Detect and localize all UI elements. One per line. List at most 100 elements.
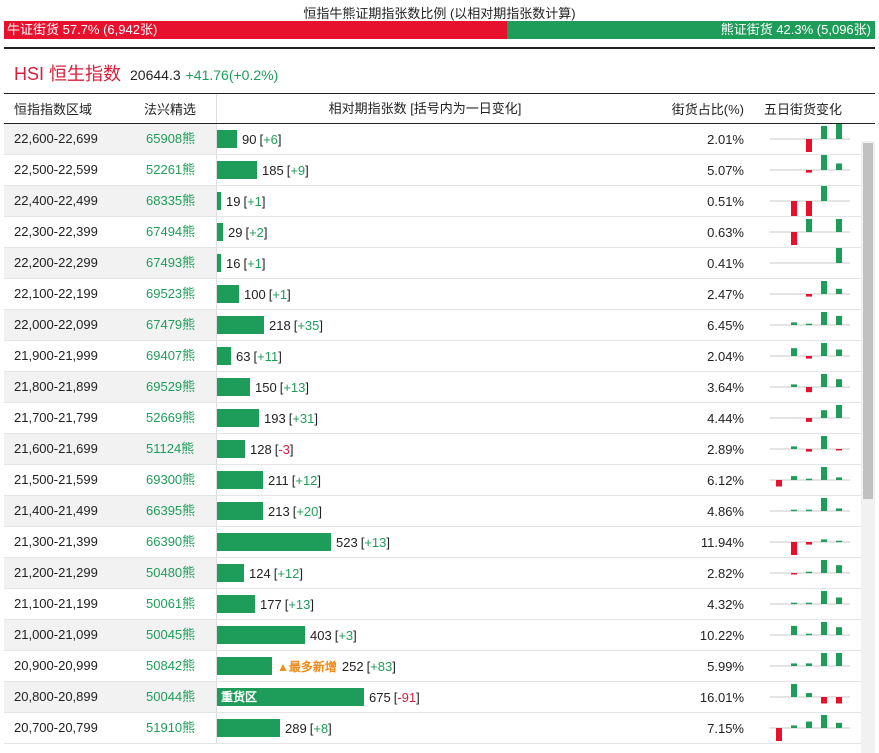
header-bar: 相对期指张数 [括号内为一日变化]: [216, 94, 633, 123]
row-count: 213: [268, 503, 290, 519]
row-warrant-code[interactable]: 67479熊: [134, 310, 216, 340]
table-row: 21,800-21,899 69529熊 150 [+13] 3.64%: [4, 372, 875, 403]
table-row: 21,600-21,699 51124熊 128 [-3] 2.89%: [4, 434, 875, 465]
trend-sparkline: [770, 312, 850, 326]
row-five-day-trend: [750, 682, 860, 712]
row-bar-cell: 193 [+31]: [216, 403, 633, 433]
bear-segment: 熊证街货 42.3% (5,096张): [506, 21, 875, 39]
row-warrant-code[interactable]: 50480熊: [134, 558, 216, 588]
row-five-day-trend: [750, 310, 860, 340]
row-count: 19: [226, 193, 241, 209]
row-share-pct: 6.12%: [707, 472, 744, 488]
index-name[interactable]: HSI 恒生指数: [14, 64, 122, 84]
table-row: 22,500-22,599 52261熊 185 [+9] 5.07%: [4, 155, 875, 186]
row-range: 21,600-21,699: [4, 434, 134, 464]
page-title: 恒指牛熊证期指张数比例 (以相对期指张数计算): [303, 6, 576, 21]
row-count: 150: [255, 379, 277, 395]
row-warrant-code[interactable]: 68335熊: [134, 186, 216, 216]
row-daily-change: [-3]: [274, 441, 294, 457]
row-count-bar: [217, 626, 305, 644]
row-five-day-trend: [750, 713, 860, 743]
row-count-bar: [217, 254, 221, 272]
trend-bar: [836, 315, 842, 325]
row-warrant-code[interactable]: 50842熊: [146, 658, 196, 673]
row-daily-change: [+3]: [334, 627, 357, 643]
trend-bar: [806, 387, 812, 393]
row-warrant-code[interactable]: 69300熊: [146, 472, 196, 487]
row-warrant-code[interactable]: 69407熊: [146, 348, 196, 363]
row-warrant-code[interactable]: 51910熊: [146, 720, 196, 735]
row-daily-change-value: +1: [272, 286, 288, 302]
scroll-thumb[interactable]: [863, 143, 873, 499]
row-share-pct: 0.63%: [707, 224, 744, 240]
trend-sparkline: [770, 436, 850, 452]
row-share-pct: 10.22%: [699, 627, 744, 643]
row-daily-change: [+83]: [366, 658, 396, 674]
trend-bar: [806, 356, 812, 359]
row-share-pct: 3.64%: [707, 379, 744, 395]
row-bar-cell: 289 [+8]: [216, 713, 633, 743]
trend-bar: [836, 565, 842, 573]
row-daily-change: [+13]: [284, 596, 315, 612]
row-warrant-code[interactable]: 67494熊: [146, 224, 196, 239]
row-count-bar: [217, 564, 244, 582]
row-five-day-trend: [750, 651, 860, 681]
scrollbar[interactable]: [861, 141, 875, 753]
trend-bar: [821, 653, 827, 666]
row-daily-change-value: +20: [296, 503, 319, 519]
row-daily-change: [+1]: [243, 255, 266, 271]
row-warrant-code[interactable]: 65908熊: [134, 124, 216, 154]
trend-bar: [821, 374, 827, 387]
row-daily-change-value: +8: [313, 720, 329, 736]
trend-bar: [821, 498, 827, 511]
trend-bar: [836, 697, 842, 704]
row-five-day-trend: [750, 589, 860, 619]
row-warrant-code[interactable]: 66395熊: [134, 496, 216, 526]
table-row: 22,300-22,399 67494熊 29 [+2] 0.63%: [4, 217, 875, 248]
trend-sparkline: [770, 684, 850, 704]
trend-bar: [806, 542, 812, 545]
row-warrant-code[interactable]: 69523熊: [146, 286, 196, 301]
row-share-pct: 5.07%: [707, 162, 744, 178]
row-five-day-trend: [750, 465, 860, 495]
row-bar-cell: 213 [+20]: [216, 496, 633, 526]
row-range: 22,400-22,499: [4, 186, 134, 216]
row-warrant-code[interactable]: 50045熊: [134, 620, 216, 650]
row-warrant-code[interactable]: 69529熊: [134, 372, 216, 402]
row-five-day-trend: [750, 527, 860, 557]
row-share-pct: 7.15%: [707, 720, 744, 736]
trend-sparkline: [770, 281, 850, 297]
row-daily-change-value: +31: [292, 410, 315, 426]
row-warrant-code[interactable]: 50044熊: [134, 682, 216, 712]
row-count: 289: [285, 720, 307, 736]
trend-sparkline: [770, 560, 850, 575]
row-share-pct: 0.51%: [707, 193, 744, 209]
trend-bar: [821, 410, 827, 418]
index-value: 20644.3: [130, 67, 181, 83]
row-warrant-code[interactable]: 50061熊: [146, 596, 196, 611]
row-share-pct: 4.32%: [707, 596, 744, 612]
row-warrant-code[interactable]: 52669熊: [146, 410, 196, 425]
row-warrant-code[interactable]: 66390熊: [146, 534, 196, 549]
row-warrant-code[interactable]: 52261熊: [146, 162, 196, 177]
row-five-day-trend: [750, 155, 860, 185]
row-warrant-code[interactable]: 51124熊: [134, 434, 216, 464]
row-daily-change: [+20]: [292, 503, 323, 519]
row-daily-change: [+12]: [291, 472, 322, 488]
row-count: 185: [262, 162, 284, 178]
row-count: 523: [336, 534, 358, 550]
row-range: 22,500-22,599: [14, 162, 98, 177]
trend-sparkline: [770, 622, 850, 636]
trend-sparkline: [770, 248, 850, 264]
table-row: 21,200-21,299 50480熊 124 [+12] 2.82%: [4, 558, 875, 589]
row-range: 21,800-21,899: [4, 372, 134, 402]
row-daily-change: [+13]: [360, 534, 391, 550]
trend-bar: [806, 201, 812, 216]
trend-bar: [821, 436, 827, 449]
row-bar-cell: 63 [+11]: [216, 341, 633, 371]
row-warrant-code[interactable]: 67493熊: [134, 248, 216, 278]
row-range: 21,100-21,199: [14, 596, 98, 611]
row-five-day-trend: [750, 496, 860, 526]
trend-sparkline: [770, 539, 850, 555]
trend-bar: [806, 219, 812, 232]
